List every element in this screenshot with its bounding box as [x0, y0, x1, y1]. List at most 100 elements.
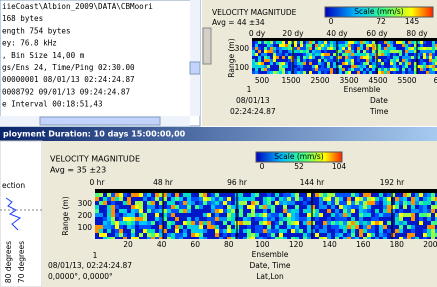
heatmap-cell	[95, 225, 99, 229]
scroll-thumb[interactable]	[190, 62, 200, 74]
heatmap-cell	[390, 44, 393, 47]
heatmap-cell	[297, 68, 300, 71]
heatmap-cell	[115, 205, 119, 209]
heatmap-cell	[355, 237, 359, 239]
heatmap-cell	[426, 65, 429, 68]
heatmap-cell	[403, 221, 407, 225]
heatmap-cell	[339, 44, 342, 47]
heatmap-cell	[415, 217, 419, 221]
heatmap-cell	[303, 44, 306, 47]
heatmap-cell	[295, 197, 299, 201]
heatmap-cell	[327, 233, 331, 237]
heatmap-cell	[333, 41, 336, 44]
heatmap-cell	[359, 225, 363, 229]
v-scrollbar[interactable]	[190, 0, 200, 116]
heatmap-cell	[342, 44, 345, 47]
heatmap-cell	[383, 225, 387, 229]
heatmap-cell	[199, 205, 203, 209]
heatmap-cell	[215, 237, 219, 239]
heatmap-cell	[191, 205, 195, 209]
heatmap-cell	[271, 205, 275, 209]
heatmap-cell	[123, 221, 127, 225]
heatmap-cell	[354, 71, 357, 74]
heatmap-cell	[351, 233, 355, 237]
heatmap-cell	[423, 44, 426, 47]
heatmap-cell	[155, 229, 159, 233]
heatmap-cell	[199, 213, 203, 217]
heatmap-cell	[135, 197, 139, 201]
heatmap-cell	[390, 68, 393, 71]
heatmap-cell	[270, 41, 273, 44]
heatmap-cell	[403, 213, 407, 217]
heatmap-cell	[219, 213, 223, 217]
heatmap-cell	[390, 71, 393, 74]
heatmap-cell	[333, 53, 336, 56]
heatmap-cell	[379, 205, 383, 209]
heatmap-cell	[151, 217, 155, 221]
heatmap-cell	[285, 71, 288, 74]
heatmap-cell	[207, 217, 211, 221]
heatmap-cell	[315, 53, 318, 56]
heatmap-cell	[339, 229, 343, 233]
heatmap-cell	[399, 50, 402, 53]
heatmap-cell	[303, 56, 306, 59]
heatmap-cell	[363, 237, 367, 239]
heatmap-cell	[215, 209, 219, 213]
heatmap-cell	[275, 209, 279, 213]
heatmap-cell	[179, 205, 183, 209]
heatmap-cell	[429, 41, 432, 44]
heatmap-cell	[378, 53, 381, 56]
heatmap-cell	[111, 213, 115, 217]
heatmap-cell	[407, 221, 411, 225]
heatmap-cell	[271, 213, 275, 217]
datetime-label: Date, Time	[249, 261, 290, 270]
heatmap-cell	[315, 233, 319, 237]
heatmap-cell	[285, 56, 288, 59]
heatmap-cell	[347, 205, 351, 209]
heatmap-cell	[360, 50, 363, 53]
heatmap-cell	[303, 53, 306, 56]
heatmap-cell	[297, 50, 300, 53]
heatmap-cell	[215, 225, 219, 229]
heatmap-cell	[323, 197, 327, 201]
heatmap-cell	[203, 237, 207, 239]
heatmap-cell	[355, 201, 359, 205]
heatmap-cell	[390, 53, 393, 56]
heatmap-cell	[295, 233, 299, 237]
heatmap-cell	[396, 71, 399, 74]
heatmap-cell	[384, 59, 387, 62]
heatmap-cell	[360, 44, 363, 47]
heatmap-cell	[115, 197, 119, 201]
heatmap-cell	[345, 47, 348, 50]
heatmap-cell	[375, 213, 379, 217]
splitter-button[interactable]	[203, 28, 211, 64]
heatmap-cell	[276, 56, 279, 59]
heatmap-cell	[294, 59, 297, 62]
heatmap-cell	[415, 213, 419, 217]
heatmap-cell	[259, 229, 263, 233]
y-tick: 300	[78, 199, 93, 208]
heatmap-cell	[335, 205, 339, 209]
heatmap-cell	[339, 68, 342, 71]
heatmap-cell	[179, 229, 183, 233]
heatmap-cell	[366, 65, 369, 68]
heatmap-cell	[395, 213, 399, 217]
heatmap-cell	[351, 65, 354, 68]
heatmap-cell	[231, 209, 235, 213]
heatmap-cell	[384, 62, 387, 65]
heatmap-cell	[183, 197, 187, 201]
heatmap-cell	[203, 217, 207, 221]
heatmap-cell	[175, 217, 179, 221]
heatmap-cell	[383, 213, 387, 217]
heatmap-cell	[327, 56, 330, 59]
heatmap-cell	[351, 193, 355, 197]
heatmap-cell	[367, 205, 371, 209]
heatmap-cell	[319, 209, 323, 213]
x-tick: 4500	[368, 76, 387, 85]
heatmap-cell	[183, 221, 187, 225]
heatmap-cell	[285, 44, 288, 47]
heatmap-cell	[267, 237, 271, 239]
heatmap-cell	[283, 237, 287, 239]
scroll-thumb[interactable]	[40, 117, 160, 125]
heatmap-cell	[135, 217, 139, 221]
